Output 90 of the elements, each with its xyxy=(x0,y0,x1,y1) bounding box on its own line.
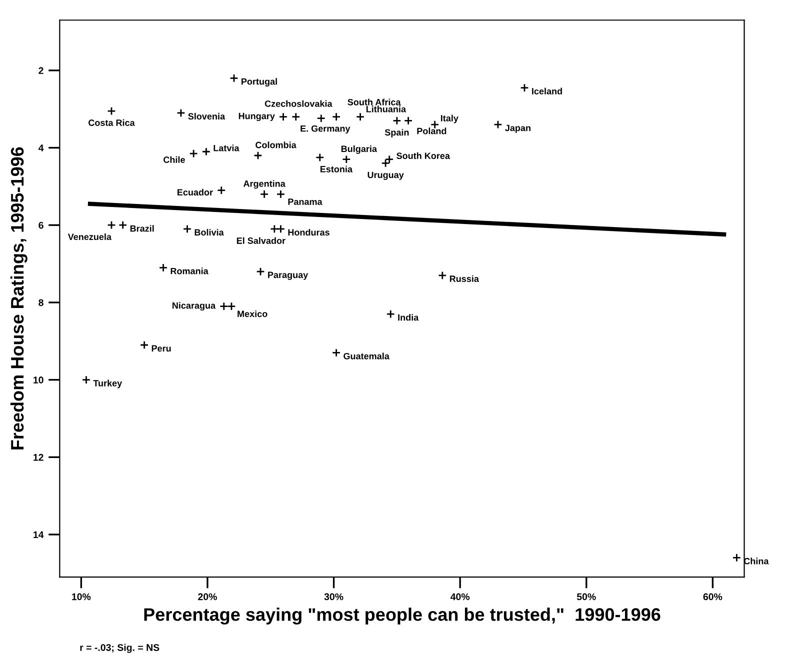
data-label: Italy xyxy=(440,114,458,124)
data-label: Peru xyxy=(152,345,171,352)
point xyxy=(227,302,236,311)
point xyxy=(404,116,413,126)
data-label: Bulgaria xyxy=(341,145,378,154)
point xyxy=(520,83,529,92)
x-tick-label: 30% xyxy=(324,593,344,600)
data-label: Colombia xyxy=(256,142,296,148)
point xyxy=(202,147,211,156)
data-label: Romania xyxy=(170,268,208,274)
point xyxy=(107,220,116,230)
data-label: Spain xyxy=(384,128,409,138)
data-label: Mexico xyxy=(238,310,268,318)
point xyxy=(230,74,238,83)
point xyxy=(316,114,326,123)
data-label: Bolivia xyxy=(194,228,224,236)
y-tick-label: 2 xyxy=(38,67,44,74)
x-axis-title: Percentage saying "most people can be trusted," 1990-1996 xyxy=(144,608,660,625)
data-label: Portugal xyxy=(242,78,277,87)
text: r = -.03; Sig. = NS xyxy=(80,644,160,653)
point xyxy=(494,120,502,129)
point xyxy=(438,271,447,280)
data-label: India xyxy=(398,314,419,321)
x-tick-label: 20% xyxy=(198,593,217,600)
point xyxy=(384,154,394,164)
data-label: Costa Rica xyxy=(88,119,135,126)
data-label: Panama xyxy=(288,198,322,205)
data-label: Czechoslovakia xyxy=(264,100,332,107)
point xyxy=(254,151,262,160)
point xyxy=(332,112,341,122)
point xyxy=(189,149,198,158)
data-label: Chile xyxy=(164,156,185,163)
data-label: Japan xyxy=(505,124,530,133)
point xyxy=(182,224,192,234)
point xyxy=(256,267,265,276)
y-tick-label: 14 xyxy=(34,531,44,538)
data-label: Iceland xyxy=(532,88,562,94)
data-label: Slovenia xyxy=(188,112,226,120)
point xyxy=(332,348,341,358)
point xyxy=(158,263,168,272)
y-tick-label: 8 xyxy=(38,299,44,306)
point xyxy=(216,186,226,195)
data-label: Estonia xyxy=(320,166,353,172)
point xyxy=(260,190,269,199)
y-tick-label: 4 xyxy=(38,144,44,152)
y-tick-label: 12 xyxy=(34,454,44,461)
y-tick-label: 10 xyxy=(34,376,44,384)
point xyxy=(316,153,324,162)
data-label: Russia xyxy=(450,275,480,282)
point xyxy=(381,158,390,168)
point xyxy=(176,108,186,118)
x-tick-label: 60% xyxy=(703,593,722,600)
point xyxy=(732,553,742,562)
point xyxy=(292,112,300,122)
point xyxy=(356,112,365,122)
point xyxy=(278,112,288,122)
point xyxy=(270,224,279,234)
data-label: Brazil xyxy=(130,225,154,232)
data-label: Honduras xyxy=(288,228,330,236)
y-tick-label: 6 xyxy=(38,222,44,229)
data-label: Argentina xyxy=(243,180,286,189)
point xyxy=(342,154,351,164)
point xyxy=(140,340,149,350)
data-label: Paraguay xyxy=(268,272,308,280)
point xyxy=(276,190,286,199)
point xyxy=(220,302,228,311)
data-label: Hungary xyxy=(238,112,275,122)
point xyxy=(386,310,395,318)
x-tick-label: 40% xyxy=(450,593,470,600)
point xyxy=(118,220,128,230)
data-label: South Korea xyxy=(396,152,450,160)
data-label: Uruguay xyxy=(368,172,404,180)
data-label: Ecuador xyxy=(178,188,213,196)
point xyxy=(392,116,402,126)
point xyxy=(107,106,116,116)
x-tick-label: 10% xyxy=(72,593,91,600)
point xyxy=(276,224,286,234)
y-axis-title: Freedom House Ratings, 1995-1996 xyxy=(10,147,28,450)
data-label: E. Germany xyxy=(300,125,350,134)
data-label: Venezuela xyxy=(68,233,112,240)
data-label: Turkey xyxy=(93,380,122,388)
data-label: Latvia xyxy=(214,144,240,152)
point xyxy=(82,375,91,384)
x-tick-label: 50% xyxy=(576,593,596,600)
data-label: El Salvador xyxy=(236,237,286,244)
data-label: Guatemala xyxy=(344,352,390,360)
data-label: South Africa xyxy=(348,98,401,106)
data-label: Nicaragua xyxy=(172,302,216,311)
data-label: Lithuania xyxy=(366,106,406,112)
data-label: Poland xyxy=(417,128,446,134)
